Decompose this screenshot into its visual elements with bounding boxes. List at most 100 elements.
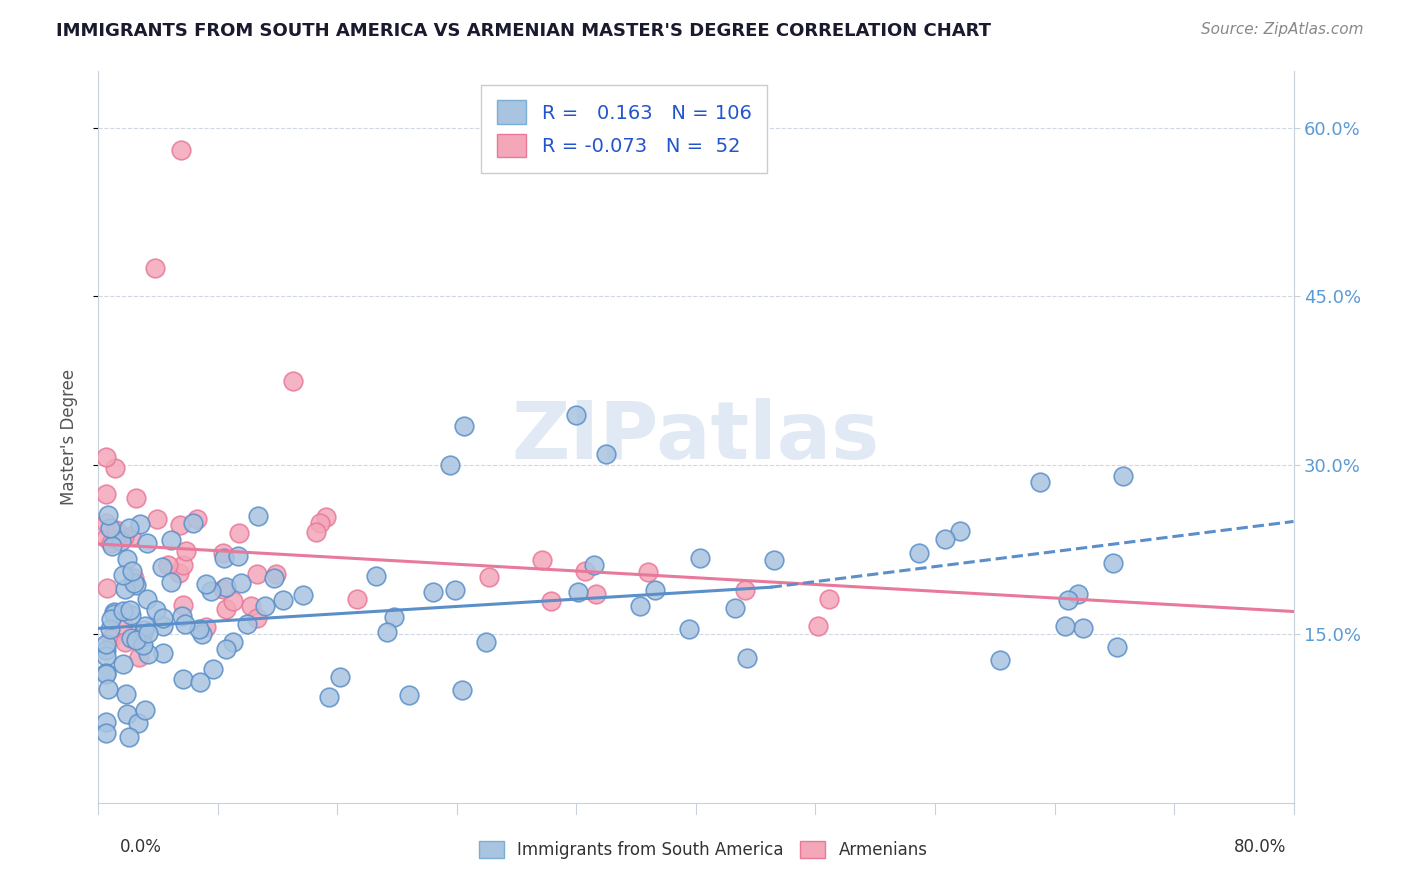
Point bbox=[200, 584, 222, 599]
Point bbox=[94, 666, 117, 681]
Point bbox=[132, 638, 155, 652]
Point bbox=[94, 486, 117, 500]
Point bbox=[176, 544, 198, 558]
Point bbox=[215, 580, 238, 594]
Point bbox=[94, 725, 117, 739]
Point bbox=[934, 532, 956, 546]
Point bbox=[807, 619, 830, 633]
Point bbox=[292, 588, 315, 602]
Point bbox=[724, 601, 747, 615]
Point bbox=[160, 574, 183, 589]
Point bbox=[309, 516, 332, 530]
Point bbox=[246, 611, 269, 625]
Point bbox=[222, 635, 245, 649]
Point bbox=[169, 566, 191, 581]
Point bbox=[595, 447, 617, 461]
Point bbox=[239, 599, 262, 613]
Point bbox=[195, 620, 218, 634]
Point bbox=[160, 533, 183, 547]
Point bbox=[375, 624, 398, 639]
Point bbox=[264, 566, 287, 581]
Point bbox=[98, 622, 121, 636]
Point bbox=[222, 594, 245, 608]
Point bbox=[1071, 621, 1094, 635]
Point bbox=[422, 585, 444, 599]
Point bbox=[637, 565, 659, 579]
Point bbox=[329, 670, 352, 684]
Point bbox=[94, 637, 117, 651]
Point bbox=[134, 619, 156, 633]
Point bbox=[228, 525, 250, 540]
Point bbox=[174, 616, 197, 631]
Point bbox=[129, 516, 152, 531]
Legend: Immigrants from South America, Armenians: Immigrants from South America, Armenians bbox=[472, 834, 934, 866]
Point bbox=[112, 568, 135, 582]
Point bbox=[170, 609, 193, 624]
Point bbox=[315, 509, 337, 524]
Point bbox=[443, 583, 465, 598]
Point bbox=[318, 690, 340, 704]
Point bbox=[305, 524, 328, 539]
Point bbox=[143, 261, 166, 276]
Point bbox=[169, 518, 191, 533]
Point bbox=[152, 611, 174, 625]
Point bbox=[398, 688, 420, 702]
Point bbox=[111, 657, 134, 671]
Point bbox=[628, 599, 651, 613]
Point bbox=[121, 564, 143, 578]
Point bbox=[120, 631, 142, 645]
Point bbox=[194, 576, 217, 591]
Point bbox=[145, 602, 167, 616]
Point bbox=[122, 572, 145, 586]
Point bbox=[98, 521, 121, 535]
Point bbox=[574, 565, 596, 579]
Point bbox=[1112, 469, 1135, 483]
Point bbox=[1056, 592, 1078, 607]
Point bbox=[247, 508, 270, 523]
Text: 0.0%: 0.0% bbox=[120, 838, 162, 855]
Point bbox=[132, 623, 155, 637]
Point bbox=[201, 662, 224, 676]
Point bbox=[96, 581, 118, 595]
Point bbox=[117, 706, 139, 721]
Point bbox=[531, 553, 554, 567]
Point bbox=[118, 731, 141, 745]
Point bbox=[94, 516, 117, 530]
Point bbox=[273, 593, 295, 607]
Point bbox=[114, 634, 136, 648]
Point bbox=[908, 546, 931, 560]
Point bbox=[169, 143, 191, 157]
Point bbox=[988, 653, 1011, 667]
Point bbox=[582, 558, 605, 572]
Point bbox=[229, 575, 252, 590]
Point bbox=[565, 408, 588, 422]
Point bbox=[115, 552, 138, 566]
Point bbox=[97, 681, 120, 696]
Point bbox=[152, 619, 174, 633]
Text: Source: ZipAtlas.com: Source: ZipAtlas.com bbox=[1201, 22, 1364, 37]
Legend: R =   0.163   N = 106, R = -0.073   N =  52: R = 0.163 N = 106, R = -0.073 N = 52 bbox=[481, 85, 768, 173]
Point bbox=[112, 617, 135, 632]
Point bbox=[450, 682, 472, 697]
Point bbox=[735, 651, 758, 665]
Point bbox=[382, 609, 405, 624]
Point bbox=[112, 530, 135, 544]
Point bbox=[125, 633, 148, 648]
Point bbox=[211, 546, 233, 560]
Point bbox=[94, 643, 117, 657]
Point bbox=[136, 647, 159, 661]
Point bbox=[253, 599, 276, 613]
Y-axis label: Master's Degree: Master's Degree bbox=[59, 369, 77, 505]
Point bbox=[104, 532, 127, 546]
Text: ZIPatlas: ZIPatlas bbox=[512, 398, 880, 476]
Point bbox=[540, 594, 562, 608]
Point bbox=[120, 607, 142, 622]
Point bbox=[111, 604, 134, 618]
Point bbox=[478, 570, 501, 584]
Point bbox=[172, 673, 194, 687]
Point bbox=[763, 553, 786, 567]
Point bbox=[101, 539, 124, 553]
Point bbox=[135, 536, 157, 550]
Point bbox=[1107, 640, 1129, 654]
Point bbox=[135, 592, 157, 607]
